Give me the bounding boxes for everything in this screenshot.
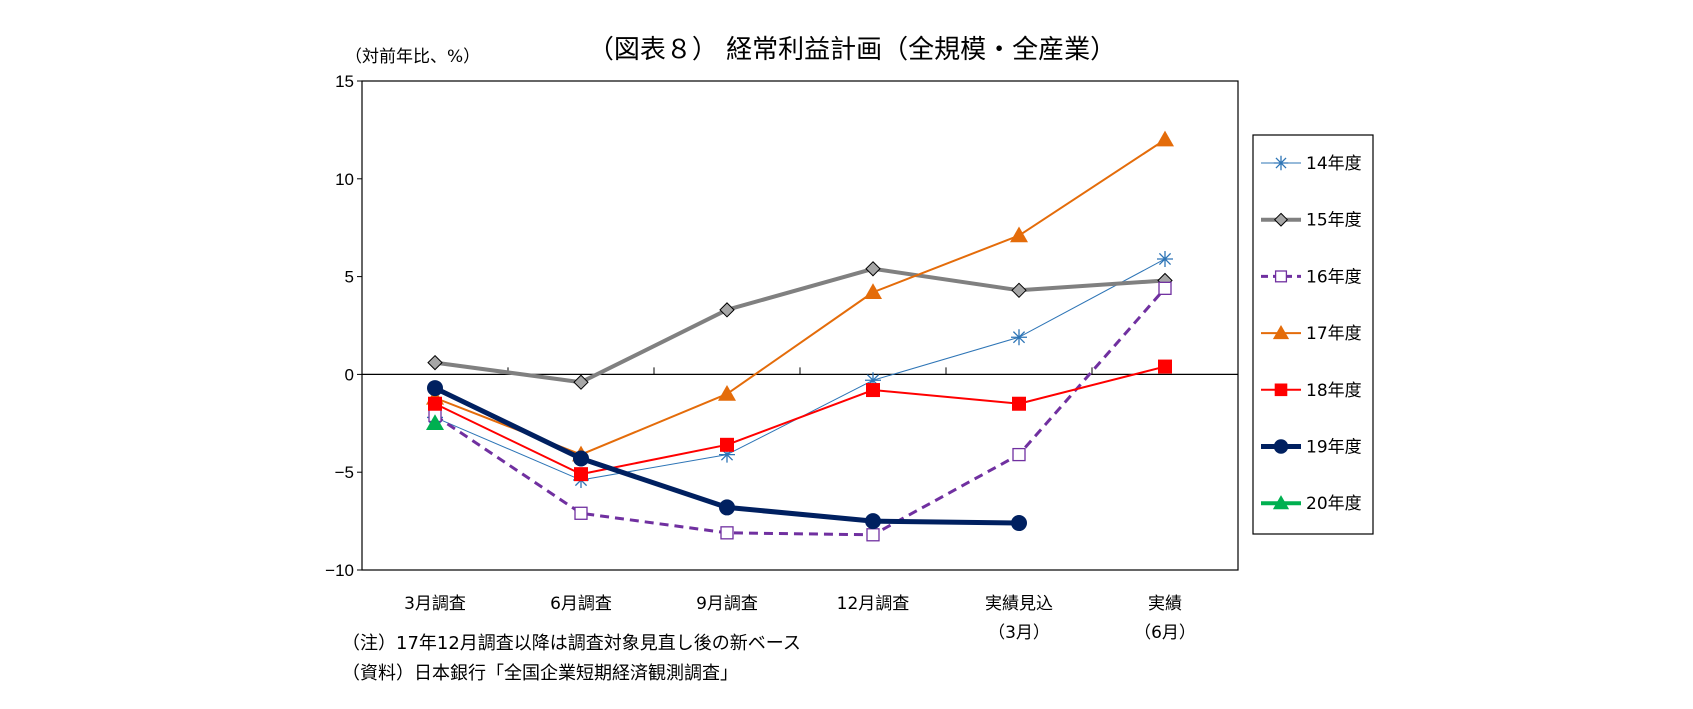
point-square bbox=[1274, 383, 1288, 397]
x-tick-label: 9月調査 bbox=[696, 594, 758, 614]
legend-item: 16年度 bbox=[1261, 267, 1362, 287]
point-circle bbox=[865, 513, 881, 530]
point-triangle bbox=[1272, 325, 1290, 340]
x-tick-sublabel: （6月） bbox=[1134, 623, 1196, 643]
point-triangle bbox=[1010, 226, 1028, 243]
y-tick-label: 5 bbox=[345, 268, 354, 287]
point-star bbox=[1157, 250, 1173, 267]
point-diamond bbox=[1011, 282, 1027, 298]
plot-area bbox=[361, 80, 1239, 571]
series-line bbox=[434, 138, 1166, 456]
point-square bbox=[1012, 396, 1026, 411]
point-circle bbox=[719, 499, 735, 516]
point-diamond bbox=[865, 261, 881, 277]
point-triangle bbox=[864, 283, 882, 299]
point-circle bbox=[1011, 515, 1027, 532]
x-tick-label: 6月調査 bbox=[550, 594, 612, 614]
chart-title: （図表８） 経常利益計画（全規模・全産業） bbox=[588, 35, 1116, 65]
point-triangle bbox=[1156, 130, 1174, 147]
y-tick-label: −10 bbox=[325, 561, 354, 580]
y-tick-label: 0 bbox=[345, 365, 354, 384]
series-16年度 bbox=[428, 281, 1172, 542]
point-diamond bbox=[573, 374, 589, 390]
point-square bbox=[428, 396, 442, 411]
y-axis-unit-label: （対前年比、%） bbox=[345, 47, 480, 67]
point-square bbox=[720, 437, 734, 452]
point-square bbox=[866, 383, 880, 398]
point-square bbox=[574, 506, 588, 520]
legend-label: 20年度 bbox=[1306, 494, 1362, 514]
legend-item: 20年度 bbox=[1261, 494, 1362, 514]
point-circle bbox=[1273, 439, 1289, 454]
legend-item: 17年度 bbox=[1261, 324, 1362, 344]
point-square bbox=[866, 528, 880, 542]
point-star bbox=[1273, 155, 1289, 171]
source-text: （資料）日本銀行「全国企業短期経済観測調査」 bbox=[342, 663, 738, 684]
legend-item: 18年度 bbox=[1261, 381, 1362, 401]
series-19年度 bbox=[427, 380, 1027, 532]
x-tick-sublabel: （3月） bbox=[988, 623, 1050, 643]
legend-label: 18年度 bbox=[1306, 381, 1362, 401]
point-triangle bbox=[426, 414, 444, 431]
point-triangle bbox=[718, 384, 736, 401]
x-tick-label: 3月調査 bbox=[404, 594, 466, 614]
legend-label: 17年度 bbox=[1306, 324, 1362, 344]
legend-item: 19年度 bbox=[1261, 438, 1362, 458]
point-diamond bbox=[1273, 212, 1289, 227]
point-square bbox=[1158, 281, 1172, 295]
x-tick-label: 実績見込 bbox=[985, 594, 1053, 614]
series-line bbox=[434, 266, 1166, 385]
legend-item: 15年度 bbox=[1261, 211, 1362, 231]
point-square bbox=[1012, 447, 1026, 462]
point-square bbox=[1274, 270, 1288, 283]
y-tick-label: 15 bbox=[335, 72, 354, 91]
point-circle bbox=[573, 450, 589, 467]
series-17年度 bbox=[426, 130, 1174, 462]
series-15年度 bbox=[427, 261, 1173, 390]
point-square bbox=[1158, 359, 1172, 374]
legend bbox=[1252, 134, 1374, 535]
note-text: （注）17年12月調査以降は調査対象見直し後の新ベース bbox=[342, 633, 801, 654]
legend-item: 14年度 bbox=[1261, 154, 1362, 174]
series-line bbox=[434, 287, 1167, 537]
point-diamond bbox=[719, 302, 735, 318]
legend-label: 15年度 bbox=[1306, 211, 1362, 231]
point-star bbox=[1011, 329, 1027, 346]
legend-label: 14年度 bbox=[1306, 154, 1362, 174]
x-tick-label: 実績 bbox=[1148, 594, 1182, 614]
point-square bbox=[574, 467, 588, 482]
point-circle bbox=[427, 380, 443, 397]
series-18年度 bbox=[428, 359, 1172, 482]
point-diamond bbox=[427, 354, 443, 371]
point-triangle bbox=[1272, 495, 1290, 510]
series-line bbox=[434, 365, 1166, 476]
y-tick-label: −5 bbox=[335, 463, 354, 482]
point-star bbox=[719, 446, 735, 463]
y-tick-label: 10 bbox=[335, 170, 354, 189]
point-square bbox=[720, 526, 734, 540]
legend-label: 16年度 bbox=[1306, 267, 1362, 287]
series-20年度 bbox=[426, 414, 444, 431]
x-tick-label: 12月調査 bbox=[837, 594, 910, 614]
point-star bbox=[865, 372, 881, 389]
legend-label: 19年度 bbox=[1306, 438, 1362, 458]
